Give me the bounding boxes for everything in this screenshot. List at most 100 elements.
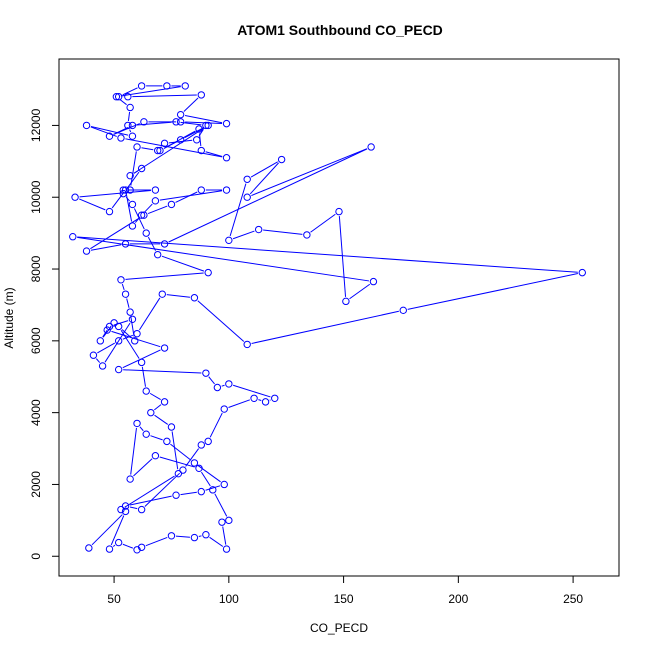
data-point — [342, 297, 350, 306]
series-segment — [90, 244, 122, 251]
data-point — [121, 507, 130, 516]
data-point — [193, 136, 201, 144]
series-segment — [310, 213, 336, 233]
series-segment — [175, 535, 190, 538]
data-point — [151, 452, 160, 460]
series-segment — [130, 427, 137, 475]
x-axis: 50 100 150 200 250 — [107, 575, 583, 606]
series-segment — [130, 151, 137, 186]
series-segment — [338, 216, 347, 297]
series-segment — [168, 139, 193, 144]
x-tick-label: 100 — [219, 592, 239, 606]
series-segment — [154, 404, 162, 411]
data-point — [137, 358, 146, 367]
series-segment — [180, 491, 197, 496]
data-point — [117, 276, 125, 284]
series-segment — [111, 330, 161, 348]
chart-title: ATOM1 Southbound CO_PECD — [237, 22, 443, 38]
data-point — [131, 337, 139, 345]
data-point — [213, 383, 222, 392]
y-tick-label: 10000 — [29, 180, 43, 214]
data-point — [160, 240, 169, 248]
data-point — [133, 329, 141, 338]
series-segment — [175, 191, 198, 203]
series-segment — [205, 485, 221, 491]
data-point — [153, 146, 162, 155]
series-segment — [251, 148, 368, 196]
data-point — [121, 290, 130, 298]
data-point — [578, 268, 586, 277]
data-point — [71, 193, 79, 201]
series-segment — [79, 189, 151, 198]
plot-area — [69, 82, 586, 554]
series-segment — [97, 342, 116, 354]
series-segment — [112, 544, 116, 547]
data-point — [222, 186, 231, 194]
data-point — [151, 186, 160, 194]
series-segment — [159, 190, 223, 201]
y-tick-label: 2000 — [29, 471, 43, 498]
series-segment — [141, 366, 146, 387]
data-point — [160, 398, 169, 406]
series-segment — [129, 506, 138, 510]
series-segment — [161, 255, 205, 272]
series-segment — [166, 294, 190, 298]
data-point — [137, 543, 146, 551]
series-segment — [77, 236, 578, 273]
series-segment — [154, 414, 169, 425]
series-segment — [122, 87, 138, 96]
series-segment — [185, 448, 200, 467]
series-segment — [145, 536, 168, 547]
series-segment — [133, 208, 145, 230]
data-point — [190, 459, 199, 467]
data-point — [114, 92, 123, 101]
plot-frame — [58, 58, 620, 577]
data-point — [197, 146, 205, 155]
series-segment — [209, 412, 223, 438]
series-segment — [110, 515, 125, 546]
series-segment — [250, 161, 278, 178]
data-point — [225, 236, 233, 245]
data-point — [399, 306, 407, 315]
x-tick-label: 150 — [334, 592, 354, 606]
series-segment — [222, 526, 227, 545]
data-point — [303, 231, 311, 239]
data-point — [243, 193, 251, 201]
series-segment — [221, 384, 225, 387]
data-point — [197, 91, 205, 99]
data-point — [126, 171, 134, 180]
series-segment — [349, 283, 371, 300]
series-segment — [132, 94, 197, 98]
y-tick-label: 6000 — [29, 327, 43, 354]
data-point — [128, 200, 137, 209]
data-point — [98, 362, 107, 370]
series-segment — [170, 443, 192, 461]
data-point — [114, 322, 123, 331]
data-point — [261, 398, 270, 406]
data-point — [147, 408, 155, 417]
data-point — [153, 250, 162, 259]
data-point — [126, 475, 134, 483]
data-point — [254, 225, 263, 234]
series-segment — [124, 475, 175, 508]
data-point — [126, 103, 134, 112]
data-point — [151, 197, 160, 205]
series-segment — [232, 230, 255, 240]
data-point — [110, 319, 118, 327]
data-point — [167, 423, 176, 431]
data-point — [243, 175, 251, 183]
data-point — [250, 394, 258, 402]
data-point — [82, 121, 91, 130]
data-point — [128, 315, 137, 323]
data-point — [172, 118, 180, 126]
data-point — [335, 207, 343, 216]
data-point — [103, 326, 111, 334]
data-point — [222, 154, 231, 162]
data-point — [176, 136, 185, 144]
series-segment — [144, 472, 181, 507]
data-point — [114, 337, 123, 345]
data-point — [202, 121, 210, 130]
data-point — [142, 229, 150, 237]
series-segment — [208, 376, 215, 385]
series-segment — [228, 399, 251, 408]
